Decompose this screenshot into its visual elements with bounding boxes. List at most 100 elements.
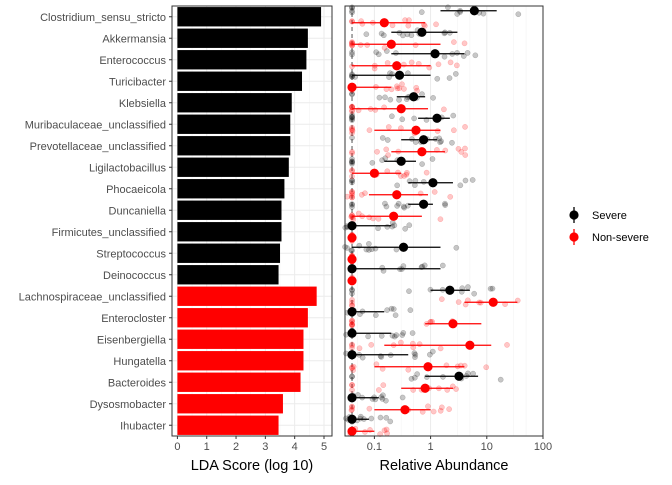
- lda-bar: [177, 308, 308, 328]
- severe-sample-point: [380, 32, 387, 39]
- non-severe-sample-point: [437, 407, 444, 414]
- severe-sample-point: [349, 5, 355, 11]
- lda-category-label: Hungatella: [113, 356, 166, 368]
- non-severe-sample-point: [385, 124, 392, 130]
- severe-sample-point: [349, 373, 355, 380]
- severe-sample-point: [442, 200, 448, 207]
- non-severe-sample-point: [383, 146, 390, 153]
- non-severe-median-point: [347, 233, 357, 243]
- lda-bar: [177, 50, 307, 70]
- severe-sample-point: [349, 373, 355, 380]
- non-severe-sample-point: [349, 150, 355, 157]
- non-severe-sample-point: [349, 321, 355, 328]
- severe-sample-point: [349, 286, 355, 293]
- severe-sample-point: [363, 31, 370, 38]
- non-severe-sample-point: [435, 61, 442, 68]
- non-severe-sample-point: [349, 322, 355, 328]
- lda-bar: [177, 394, 283, 414]
- lda-plot-background: [172, 6, 332, 436]
- non-severe-sample-point: [458, 149, 465, 155]
- lda-bar: [177, 265, 279, 285]
- lda-bar: [177, 243, 281, 263]
- severe-sample-point: [349, 134, 355, 141]
- severe-sample-point: [387, 96, 394, 103]
- severe-median-point: [347, 393, 357, 403]
- severe-sample-point: [412, 354, 418, 360]
- severe-sample-point: [388, 305, 395, 312]
- non-severe-sample-point: [349, 192, 355, 199]
- non-severe-sample-point: [349, 322, 355, 329]
- lda-category-label: Duncaniella: [109, 205, 167, 217]
- non-severe-sample-point: [349, 194, 355, 201]
- severe-sample-point: [418, 9, 425, 15]
- non-severe-sample-point: [450, 127, 457, 134]
- severe-sample-point: [368, 415, 375, 422]
- non-severe-sample-point: [366, 127, 373, 134]
- severe-sample-point: [366, 240, 372, 247]
- lda-category-label: Ihubacter: [120, 420, 166, 432]
- lda-bar: [177, 351, 304, 371]
- severe-sample-point: [439, 262, 446, 269]
- non-severe-sample-point: [395, 169, 401, 176]
- non-severe-sample-point: [349, 126, 355, 132]
- non-severe-sample-point: [349, 190, 355, 197]
- lda-bar: [177, 329, 304, 349]
- severe-sample-point: [400, 203, 407, 210]
- non-severe-sample-point: [405, 366, 412, 373]
- non-severe-median-point: [386, 39, 396, 49]
- non-severe-sample-point: [414, 87, 420, 94]
- lda-bar: [177, 136, 291, 156]
- severe-sample-point: [366, 247, 372, 253]
- non-severe-median-point: [347, 426, 357, 436]
- non-severe-sample-point: [394, 85, 401, 92]
- non-severe-median-point: [411, 125, 421, 135]
- non-severe-sample-point: [388, 86, 395, 93]
- severe-sample-point: [389, 113, 395, 120]
- severe-sample-point: [394, 203, 401, 209]
- severe-sample-point: [489, 285, 496, 292]
- non-severe-sample-point: [358, 191, 365, 198]
- non-severe-sample-point: [401, 86, 407, 92]
- lda-x-tick-label: 4: [292, 441, 298, 453]
- severe-sample-point: [389, 71, 396, 78]
- non-severe-sample-point: [349, 321, 355, 328]
- non-severe-sample-point: [362, 429, 368, 435]
- abundance-x-tick-label: 100: [534, 441, 552, 453]
- severe-median-point: [430, 49, 440, 59]
- non-severe-sample-point: [349, 387, 355, 393]
- non-severe-sample-point: [349, 124, 355, 131]
- severe-sample-point: [442, 202, 449, 208]
- severe-sample-point: [470, 370, 476, 377]
- lda-bar: [177, 28, 308, 48]
- severe-sample-point: [391, 333, 398, 340]
- lda-x-tick-label: 1: [204, 441, 210, 453]
- severe-sample-point: [349, 9, 355, 16]
- non-severe-sample-point: [462, 152, 469, 158]
- severe-median-point: [347, 328, 357, 338]
- severe-sample-point: [379, 135, 386, 141]
- non-severe-sample-point: [441, 106, 447, 113]
- lda-bar: [177, 415, 279, 435]
- severe-sample-point: [348, 247, 355, 254]
- lda-category-label: Enterococcus: [99, 55, 166, 67]
- non-severe-sample-point: [438, 404, 445, 411]
- severe-sample-point: [421, 262, 428, 269]
- lda-x-tick-label: 2: [233, 441, 239, 453]
- non-severe-sample-point: [374, 148, 380, 155]
- severe-sample-point: [359, 354, 366, 361]
- severe-sample-point: [382, 200, 388, 207]
- severe-sample-point: [391, 222, 398, 229]
- severe-sample-point: [375, 225, 381, 232]
- severe-sample-point: [372, 312, 379, 319]
- non-severe-sample-point: [349, 317, 355, 324]
- severe-sample-point: [464, 50, 471, 56]
- severe-median-point: [418, 135, 429, 145]
- abundance-x-tick-label: 0.1: [367, 441, 382, 453]
- non-severe-sample-point: [454, 62, 460, 69]
- non-severe-sample-point: [349, 173, 355, 180]
- severe-sample-point: [430, 94, 436, 101]
- severe-sample-point: [379, 396, 386, 402]
- severe-sample-point: [399, 116, 406, 123]
- severe-sample-point: [497, 376, 504, 383]
- non-severe-sample-point: [349, 404, 355, 410]
